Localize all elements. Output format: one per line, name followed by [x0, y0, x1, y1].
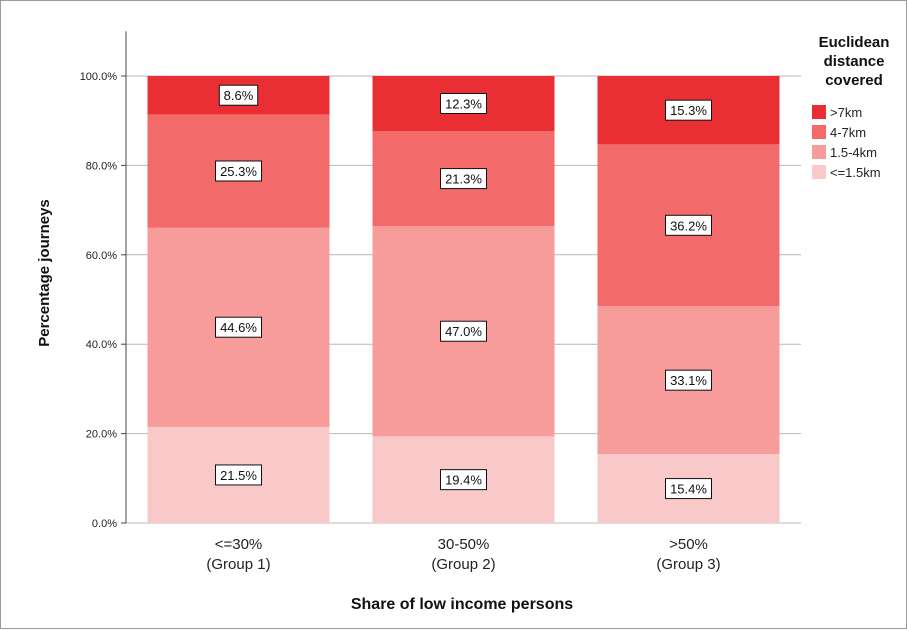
data-label: 44.6% [220, 320, 257, 335]
x-category-label: >50% [669, 536, 708, 553]
legend-swatch [812, 125, 826, 139]
data-label-box [215, 464, 262, 486]
data-label: 8.6% [224, 88, 254, 103]
x-category-label: (Group 2) [431, 556, 495, 573]
x-category-label: (Group 1) [206, 556, 270, 573]
bars [147, 76, 780, 523]
data-label-box [440, 168, 487, 190]
data-label-box [215, 160, 262, 182]
data-label: 21.3% [445, 172, 482, 187]
data-label: 36.2% [670, 218, 707, 233]
x-category-label: 30-50% [438, 536, 490, 553]
y-tick-label: 20.0% [86, 429, 117, 441]
data-label: 19.4% [445, 473, 482, 488]
data-label: 33.1% [670, 373, 707, 388]
x-axis-title: Share of low income persons [351, 596, 573, 613]
legend-swatch [812, 145, 826, 159]
legend-swatch [812, 165, 826, 179]
legend-label: <=1.5km [830, 165, 881, 180]
y-tick-label: 0.0% [92, 518, 117, 530]
data-label-box [215, 316, 262, 338]
data-labels: 21.5% 44.6% 25.3% 8.6% 19.4% 47.0% 21.3% 12.3% 1… [215, 84, 712, 500]
x-categories: <=30% (Group 1) 30-50% (Group 2) >50% (Group … [206, 536, 720, 573]
data-label: 25.3% [220, 164, 257, 179]
legend-label: >7km [830, 105, 862, 120]
data-label-box [440, 469, 487, 491]
legend-title-line-3: covered [825, 72, 883, 89]
y-tick-label: 100.0% [80, 71, 118, 83]
data-label-box [665, 99, 712, 121]
y-tick-label: 60.0% [86, 250, 117, 262]
data-label-box [665, 478, 712, 500]
data-label: 12.3% [445, 96, 482, 111]
legend-label: 1.5-4km [830, 145, 877, 160]
legend-title-line-2: distance [824, 53, 885, 70]
legend-items: >7km 4-7km 1.5-4km <=1.5km [812, 105, 881, 180]
data-label: 15.4% [670, 482, 707, 497]
data-label-box [440, 320, 487, 342]
data-label-box [665, 369, 712, 391]
y-tick-label: 40.0% [86, 339, 117, 351]
legend-title-line-1: Euclidean [819, 34, 890, 51]
y-axis-title: Percentage journeys [36, 199, 53, 347]
legend-swatch [812, 105, 826, 119]
legend: Euclidean distance covered >7km 4-7km 1.5-… [812, 34, 889, 180]
data-label-box [218, 84, 259, 106]
data-label-box [440, 92, 487, 114]
legend-label: 4-7km [830, 125, 866, 140]
data-label-box [665, 214, 712, 236]
x-category-label: (Group 3) [656, 556, 720, 573]
data-label: 47.0% [445, 324, 482, 339]
x-category-label: <=30% [215, 536, 263, 553]
y-ticks: 0.0% 20.0% 40.0% 60.0% 80.0% 100.0% [80, 71, 126, 530]
y-tick-label: 80.0% [86, 160, 117, 172]
data-label: 21.5% [220, 468, 257, 483]
data-label: 15.3% [670, 103, 707, 118]
